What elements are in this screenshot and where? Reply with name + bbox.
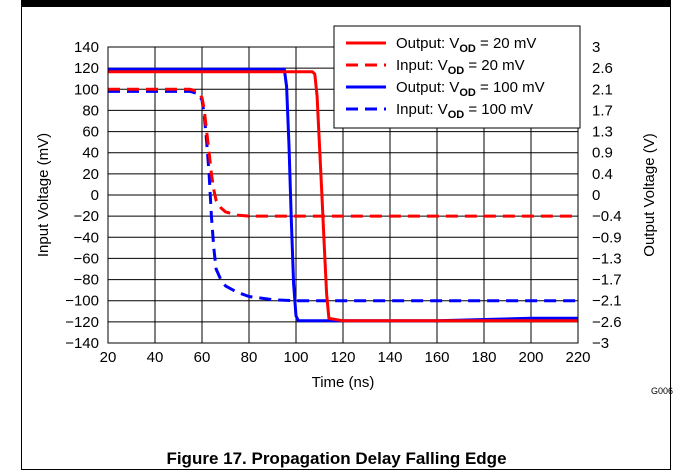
y-tick-label-left: −20: [74, 208, 99, 225]
y-tick-label-left: 0: [91, 187, 99, 204]
y-tick-label-right: −0.4: [592, 208, 622, 225]
y-tick-label-right: 2.6: [592, 60, 613, 77]
legend-entry: Output: VOD = 20 mV: [396, 35, 536, 55]
y-tick-label-left: −40: [74, 229, 99, 246]
y-axis-label-right: Output Voltage (V): [641, 133, 658, 256]
figure-id: G006: [651, 386, 673, 396]
legend-entry: Output: VOD = 100 mV: [396, 79, 545, 99]
series-line-1: [108, 87, 578, 218]
y-tick-label-right: 1.3: [592, 124, 613, 141]
tick-labels: 20 40 60 80 100 120 140 160 180 200 22014012010080…: [65, 39, 621, 366]
series-line-0: [108, 70, 578, 323]
y-tick-label-right: −1.3: [592, 250, 622, 267]
y-tick-label-left: 20: [82, 166, 99, 183]
series-lines: [108, 67, 578, 323]
x-tick-label: 140: [377, 349, 402, 366]
y-tick-label-right: −0.9: [592, 229, 622, 246]
x-tick-label: 160: [424, 349, 449, 366]
x-tick-label: 180: [471, 349, 496, 366]
y-tick-label-left: −100: [65, 293, 99, 310]
y-tick-label-left: −140: [65, 335, 99, 352]
y-tick-label-right: −1.7: [592, 272, 622, 289]
y-tick-label-right: 2.1: [592, 81, 613, 98]
y-tick-label-left: −80: [74, 272, 99, 289]
x-axis-label: Time (ns): [312, 374, 375, 391]
x-tick-label: 40: [147, 349, 164, 366]
x-tick-label: 120: [330, 349, 355, 366]
y-tick-label-right: 0.4: [592, 166, 613, 183]
legend-entry: Input: VOD = 20 mV: [396, 57, 525, 77]
figure-frame: [21, 0, 671, 470]
x-tick-label: 200: [518, 349, 543, 366]
x-tick-label: 220: [565, 349, 590, 366]
y-tick-label-right: 0.9: [592, 145, 613, 162]
y-tick-label-left: 80: [82, 102, 99, 119]
y-tick-label-left: 40: [82, 145, 99, 162]
y-tick-label-left: 60: [82, 124, 99, 141]
x-tick-label: 100: [283, 349, 308, 366]
y-axis-label-left: Input Voltage (mV): [35, 133, 52, 257]
y-tick-label-left: −120: [65, 314, 99, 331]
y-tick-label-left: 120: [74, 60, 99, 77]
legend-entry: Input: VOD = 100 mV: [396, 101, 533, 121]
figure-caption: Figure 17. Propagation Delay Falling Edg…: [166, 449, 507, 468]
x-tick-label: 60: [194, 349, 211, 366]
y-tick-label-right: 0: [592, 187, 600, 204]
y-tick-label-right: 3: [592, 39, 600, 56]
y-tick-label-left: 100: [74, 81, 99, 98]
y-tick-label-right: −2.6: [592, 314, 622, 331]
y-tick-label-right: −2.1: [592, 293, 622, 310]
header-strip: [21, 0, 671, 7]
propagation-delay-chart: 20 40 60 80 100 120 140 160 180 200 22014012010080…: [35, 25, 658, 391]
y-tick-label-left: −60: [74, 250, 99, 267]
x-tick-label: 80: [241, 349, 258, 366]
y-tick-label-right: 1.7: [592, 102, 613, 119]
x-tick-label: 20: [100, 349, 117, 366]
y-tick-label-left: 140: [74, 39, 99, 56]
y-tick-label-right: −3: [592, 335, 609, 352]
